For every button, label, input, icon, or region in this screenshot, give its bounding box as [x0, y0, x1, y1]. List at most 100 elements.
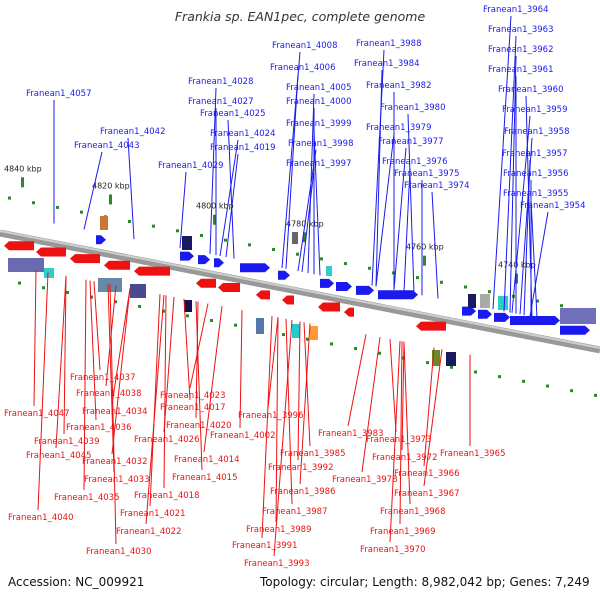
reverse-gene-leader — [55, 275, 67, 449]
reverse-gene-arrow — [4, 241, 34, 251]
forward-gene-leader — [83, 151, 103, 230]
reverse-gene-arrow — [134, 266, 170, 276]
scale-tick-label: 4800 kbp — [196, 202, 234, 211]
scale-tick-mark — [423, 255, 426, 266]
forward-gene-arrow — [278, 270, 290, 280]
reverse-gene-label: Franean1_4032 — [82, 457, 147, 467]
reverse-gene-label: Franean1_4034 — [82, 407, 147, 417]
reverse-gene-label: Franean1_4018 — [134, 491, 199, 501]
feature-block — [480, 294, 490, 308]
feature-block — [446, 352, 456, 366]
reverse-gene-label: Franean1_4015 — [172, 473, 237, 483]
reverse-gene-label: Franean1_3989 — [246, 525, 311, 535]
feature-block — [498, 296, 508, 310]
forward-gene-label: Franean1_3976 — [382, 157, 447, 167]
track-dot-top — [248, 243, 251, 247]
reverse-gene-label: Franean1_4026 — [134, 435, 199, 445]
forward-gene-leader — [492, 15, 512, 310]
track-dot-top — [368, 266, 371, 270]
accession-label: Accession: NC_009921 — [8, 575, 145, 589]
track-dot-bottom — [186, 314, 189, 318]
reverse-gene-leader — [261, 316, 273, 539]
reverse-gene-label: Franean1_4017 — [160, 403, 225, 413]
feature-block — [326, 266, 332, 276]
feature-block — [292, 232, 298, 244]
reverse-gene-arrow — [344, 307, 354, 317]
track-dot-top — [224, 238, 227, 242]
reverse-gene-label: Franean1_3991 — [232, 541, 297, 551]
forward-gene-arrow — [336, 282, 352, 292]
track-dot-top — [56, 205, 59, 209]
feature-block — [184, 300, 192, 312]
reverse-gene-label: Franean1_3986 — [270, 487, 335, 497]
reverse-gene-label: Franean1_3969 — [370, 527, 435, 537]
scale-tick-mark — [303, 232, 306, 243]
forward-gene-leader — [225, 153, 239, 258]
forward-gene-label: Franean1_4019 — [210, 143, 275, 153]
forward-gene-label: Franean1_3984 — [354, 59, 419, 69]
forward-gene-leader — [179, 171, 187, 249]
forward-gene-arrow — [320, 278, 334, 288]
reverse-gene-label: Franean1_3996 — [238, 411, 303, 421]
reverse-gene-leader — [389, 339, 397, 433]
reverse-gene-arrow — [218, 283, 240, 293]
forward-gene-label: Franean1_3979 — [366, 123, 431, 133]
track-dot-top — [176, 229, 179, 233]
reverse-gene-label: Franean1_3985 — [280, 449, 345, 459]
forward-gene-leader — [227, 119, 235, 259]
reverse-gene-label: Franean1_4036 — [66, 423, 131, 433]
forward-gene-arrow — [198, 255, 210, 265]
track-dot-bottom — [234, 323, 237, 327]
reverse-gene-leader — [389, 340, 401, 543]
forward-gene-label: Franean1_3954 — [520, 201, 585, 211]
forward-gene-label: Franean1_3963 — [488, 25, 553, 35]
reverse-gene-leader — [239, 310, 243, 429]
track-dot-bottom — [450, 365, 453, 369]
reverse-gene-label: Franean1_4002 — [210, 431, 275, 441]
forward-gene-label: Franean1_4008 — [272, 41, 337, 51]
reverse-gene-label: Franean1_4039 — [34, 437, 99, 447]
forward-gene-label: Franean1_3958 — [504, 127, 569, 137]
track-dot-bottom — [474, 370, 477, 374]
forward-gene-leader — [403, 167, 411, 292]
reverse-gene-leader — [285, 318, 293, 505]
forward-gene-leader — [313, 129, 321, 276]
reverse-gene-label: Franean1_3970 — [360, 545, 425, 555]
forward-gene-label: Franean1_4029 — [158, 161, 223, 171]
track-dot-bottom — [426, 361, 429, 365]
reverse-gene-leader — [149, 294, 161, 507]
feature-block — [560, 308, 596, 324]
track-dot-bottom — [522, 379, 525, 383]
feature-block — [130, 284, 146, 298]
reverse-gene-leader — [195, 301, 199, 419]
reverse-gene-label: Franean1_3967 — [394, 489, 459, 499]
forward-gene-label: Franean1_3959 — [502, 105, 567, 115]
scale-tick-mark — [109, 194, 112, 205]
track-dot-top — [344, 262, 347, 266]
forward-gene-arrow — [240, 263, 270, 273]
forward-gene-label: Franean1_3955 — [503, 189, 568, 199]
reverse-gene-leader — [107, 284, 115, 473]
forward-gene-leader — [503, 35, 517, 312]
genome-backbone — [0, 229, 600, 354]
track-dot-bottom — [114, 300, 117, 304]
track-dot-bottom — [378, 351, 381, 355]
forward-gene-leader — [371, 49, 385, 286]
forward-gene-leader — [511, 115, 531, 313]
reverse-gene-label: Franean1_4022 — [116, 527, 181, 537]
forward-gene-label: Franean1_3977 — [378, 137, 443, 147]
forward-gene-arrow — [180, 251, 194, 261]
forward-gene-label: Franean1_4000 — [286, 97, 351, 107]
reverse-gene-leader — [347, 334, 367, 427]
reverse-gene-leader — [297, 321, 301, 461]
reverse-gene-leader — [109, 284, 117, 545]
feature-block — [8, 258, 44, 272]
reverse-gene-leader — [273, 319, 293, 557]
forward-gene-leader — [393, 147, 407, 290]
reverse-gene-leader — [423, 349, 443, 487]
scale-tick-label: 4760 kbp — [406, 243, 444, 252]
forward-gene-label: Franean1_3975 — [394, 169, 459, 179]
forward-gene-label: Franean1_3964 — [483, 5, 548, 15]
track-dot-bottom — [546, 384, 549, 388]
